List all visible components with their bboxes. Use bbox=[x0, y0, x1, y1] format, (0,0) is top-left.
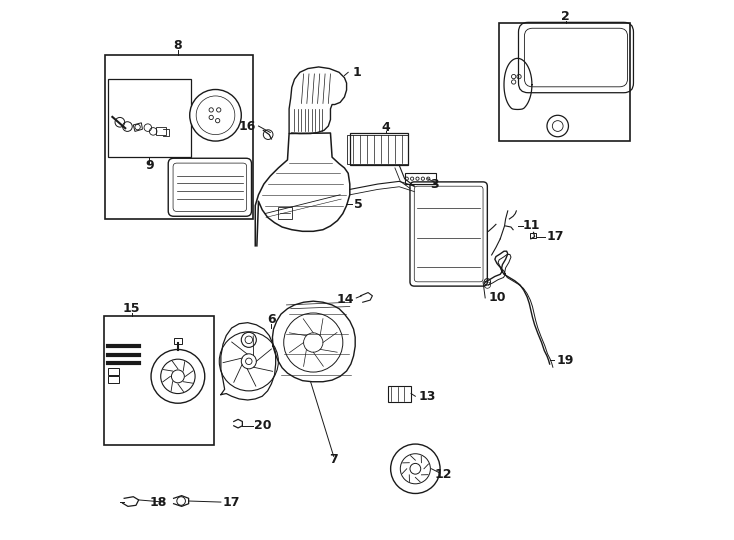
Bar bbox=[350, 133, 408, 165]
Bar bbox=[105, 55, 252, 219]
Text: 1: 1 bbox=[353, 66, 362, 79]
Polygon shape bbox=[108, 376, 119, 383]
Polygon shape bbox=[108, 368, 119, 375]
Text: 9: 9 bbox=[145, 159, 153, 172]
Text: 5: 5 bbox=[354, 198, 363, 211]
Circle shape bbox=[246, 358, 252, 365]
Text: 4: 4 bbox=[382, 121, 390, 134]
Bar bbox=[103, 316, 214, 444]
Circle shape bbox=[410, 463, 421, 474]
Text: 3: 3 bbox=[430, 178, 439, 191]
Text: 17: 17 bbox=[547, 230, 564, 243]
Circle shape bbox=[151, 349, 205, 403]
Bar bbox=[346, 134, 408, 164]
Text: 18: 18 bbox=[150, 496, 167, 509]
Bar bbox=[404, 173, 436, 184]
Text: 6: 6 bbox=[267, 313, 276, 326]
Bar bbox=[174, 338, 182, 343]
Bar bbox=[530, 233, 537, 238]
Circle shape bbox=[189, 90, 241, 141]
Bar bbox=[156, 127, 166, 134]
Text: 19: 19 bbox=[556, 354, 573, 367]
Text: 10: 10 bbox=[488, 292, 506, 305]
Circle shape bbox=[172, 370, 184, 383]
Text: 16: 16 bbox=[239, 119, 255, 132]
Text: 7: 7 bbox=[330, 453, 338, 465]
Text: 15: 15 bbox=[123, 302, 140, 315]
Text: 20: 20 bbox=[254, 419, 272, 433]
Text: 12: 12 bbox=[434, 468, 451, 481]
Text: 13: 13 bbox=[418, 390, 436, 403]
Polygon shape bbox=[278, 207, 292, 219]
Bar bbox=[498, 23, 631, 141]
Text: 2: 2 bbox=[562, 10, 570, 23]
Circle shape bbox=[390, 444, 440, 494]
Text: 14: 14 bbox=[336, 293, 354, 306]
Bar bbox=[388, 386, 411, 402]
Text: 11: 11 bbox=[523, 219, 540, 232]
Text: 17: 17 bbox=[223, 496, 241, 509]
Bar bbox=[108, 79, 192, 157]
Polygon shape bbox=[134, 123, 142, 131]
Text: 8: 8 bbox=[173, 39, 182, 52]
